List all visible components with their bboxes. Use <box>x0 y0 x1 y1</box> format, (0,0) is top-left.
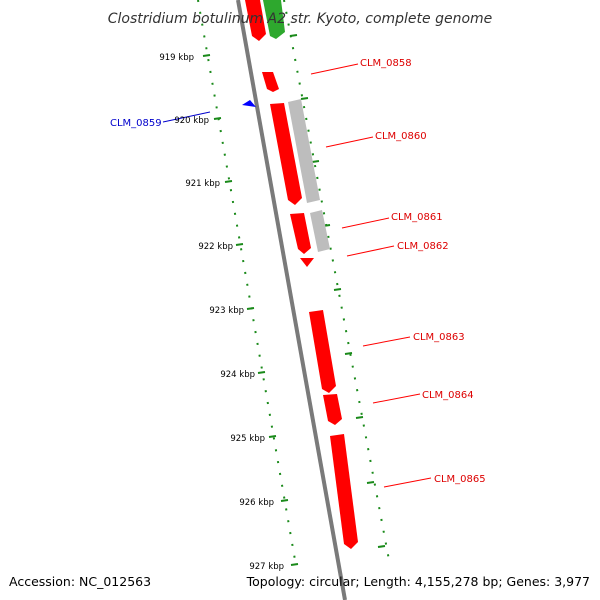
gene-arrow-clm0858[interactable] <box>262 72 279 92</box>
gene-label-clm0863[interactable]: CLM_0863 <box>413 332 465 343</box>
kbp-label: 923 kbp <box>209 306 244 316</box>
kbp-tick-mark <box>202 54 211 57</box>
kbp-label: 925 kbp <box>230 434 265 444</box>
kbp-tick-mark <box>311 160 320 163</box>
kbp-tick-mark <box>355 416 364 419</box>
gene-arrow-green[interactable] <box>263 0 285 39</box>
gene-arrow-clm0859[interactable] <box>242 100 256 107</box>
kbp-tick-mark <box>280 499 289 502</box>
kbp-tick-mark <box>235 243 244 246</box>
leader-clm0863 <box>362 336 411 347</box>
kbp-label: 927 kbp <box>249 562 284 572</box>
kbp-tick-mark <box>333 288 342 291</box>
kbp-tick-mark <box>224 180 233 183</box>
gene-label-clm0860[interactable]: CLM_0860 <box>375 131 427 142</box>
map-title: Clostridium botulinum A2 str. Kyoto, com… <box>108 11 493 27</box>
kbp-tick-mark <box>213 117 222 120</box>
right-kbp-tick-marks <box>289 34 386 548</box>
kbp-tick-mark <box>377 545 386 548</box>
gene-arrow-clm0865[interactable] <box>330 434 358 549</box>
gene-arrow-clm0862[interactable] <box>300 258 314 267</box>
leader-clm0860 <box>325 136 374 148</box>
gene-label-clm0864[interactable]: CLM_0864 <box>422 390 474 401</box>
left-tick-track <box>197 0 296 561</box>
leader-clm0864 <box>372 393 421 404</box>
kbp-tick-mark <box>290 563 299 566</box>
gene-arrow-clm0860[interactable] <box>270 103 302 205</box>
kbp-tick-mark <box>268 435 277 438</box>
kbp-label: 920 kbp <box>174 116 209 126</box>
accession-text: Accession: NC_012563 <box>9 574 151 589</box>
kbp-tick-mark <box>246 307 255 310</box>
genome-summary-text: Topology: circular; Length: 4,155,278 bp… <box>246 574 590 589</box>
left-kbp-tick-marks <box>202 54 299 566</box>
kbp-tick-mark <box>344 352 353 355</box>
genome-backbone <box>236 0 347 600</box>
gene-block-grey-2[interactable] <box>310 210 330 252</box>
gene-label-clm0859[interactable]: CLM_0859 <box>110 118 162 129</box>
gene-labels: CLM_0858 CLM_0859 CLM_0860 CLM_0861 CLM_… <box>110 58 486 485</box>
kbp-label: 919 kbp <box>159 53 194 63</box>
kbp-tick-mark <box>366 481 375 484</box>
gene-label-clm0858[interactable]: CLM_0858 <box>360 58 412 69</box>
kbp-tick-mark <box>300 97 309 100</box>
kbp-label: 922 kbp <box>198 242 233 252</box>
leader-clm0862 <box>346 245 395 257</box>
leader-clm0858 <box>310 63 359 75</box>
leader-clm0859 <box>162 111 211 123</box>
gene-block-grey-1[interactable] <box>288 99 320 203</box>
gene-label-clm0865[interactable]: CLM_0865 <box>434 474 486 485</box>
gene-arrow-clm0861[interactable] <box>290 213 311 254</box>
kbp-tick-labels: 919 kbp 920 kbp 921 kbp 922 kbp 923 kbp … <box>159 53 284 572</box>
leader-clm0865 <box>383 477 432 488</box>
kbp-tick-mark <box>289 34 298 37</box>
gene-label-clm0862[interactable]: CLM_0862 <box>397 241 449 252</box>
gene-arrow-clm0864[interactable] <box>323 394 342 425</box>
gene-arrow-clm0863[interactable] <box>309 310 336 393</box>
kbp-label: 921 kbp <box>185 179 220 189</box>
kbp-label: 924 kbp <box>220 370 255 380</box>
gene-arrow-clm0857[interactable] <box>245 0 266 41</box>
kbp-label: 926 kbp <box>239 498 274 508</box>
leader-clm0861 <box>341 217 390 229</box>
kbp-tick-mark <box>257 371 266 374</box>
label-leader-lines <box>310 63 432 488</box>
gene-label-clm0861[interactable]: CLM_0861 <box>391 212 443 223</box>
